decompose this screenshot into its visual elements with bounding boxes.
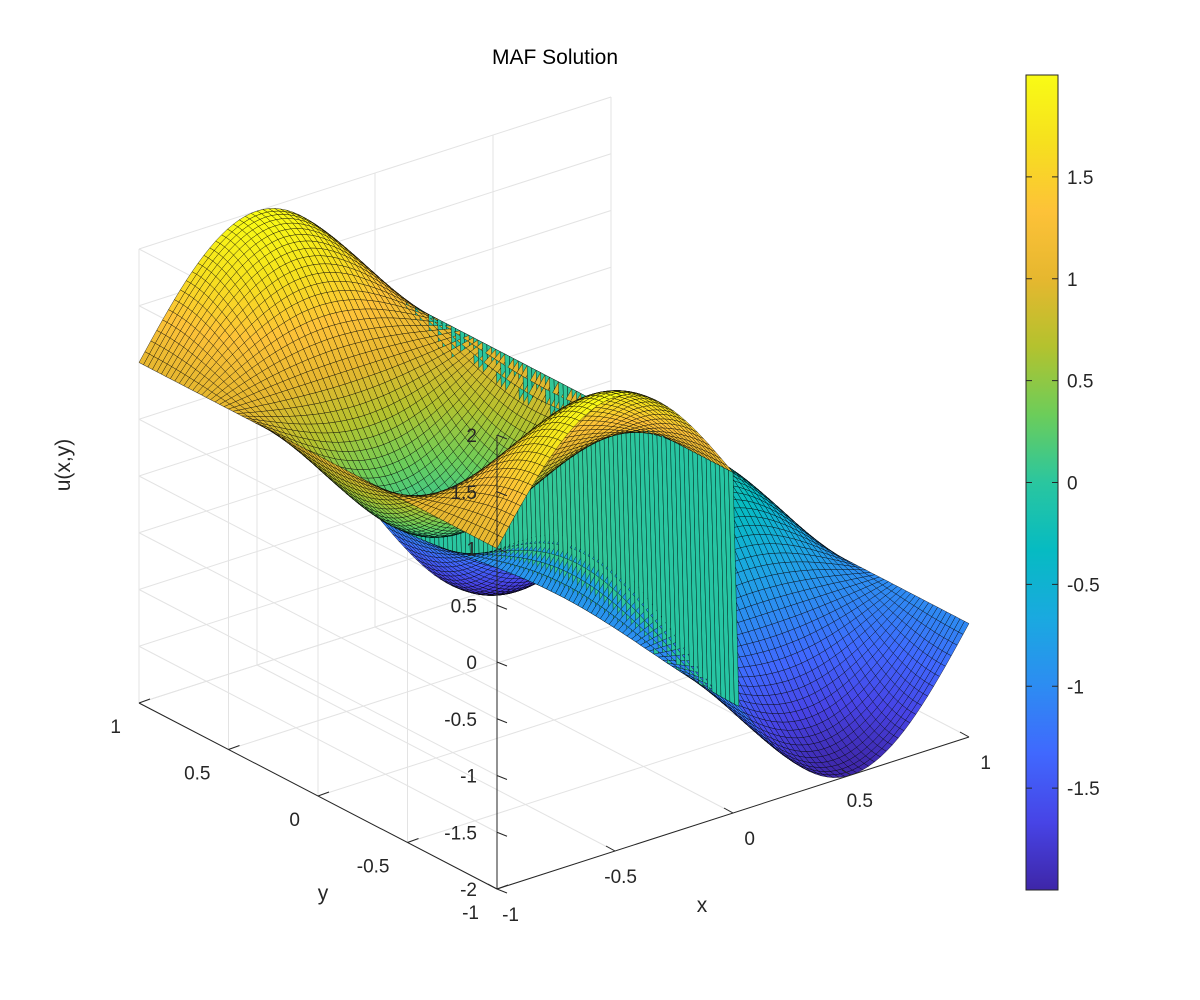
surface-plot bbox=[138, 208, 970, 778]
